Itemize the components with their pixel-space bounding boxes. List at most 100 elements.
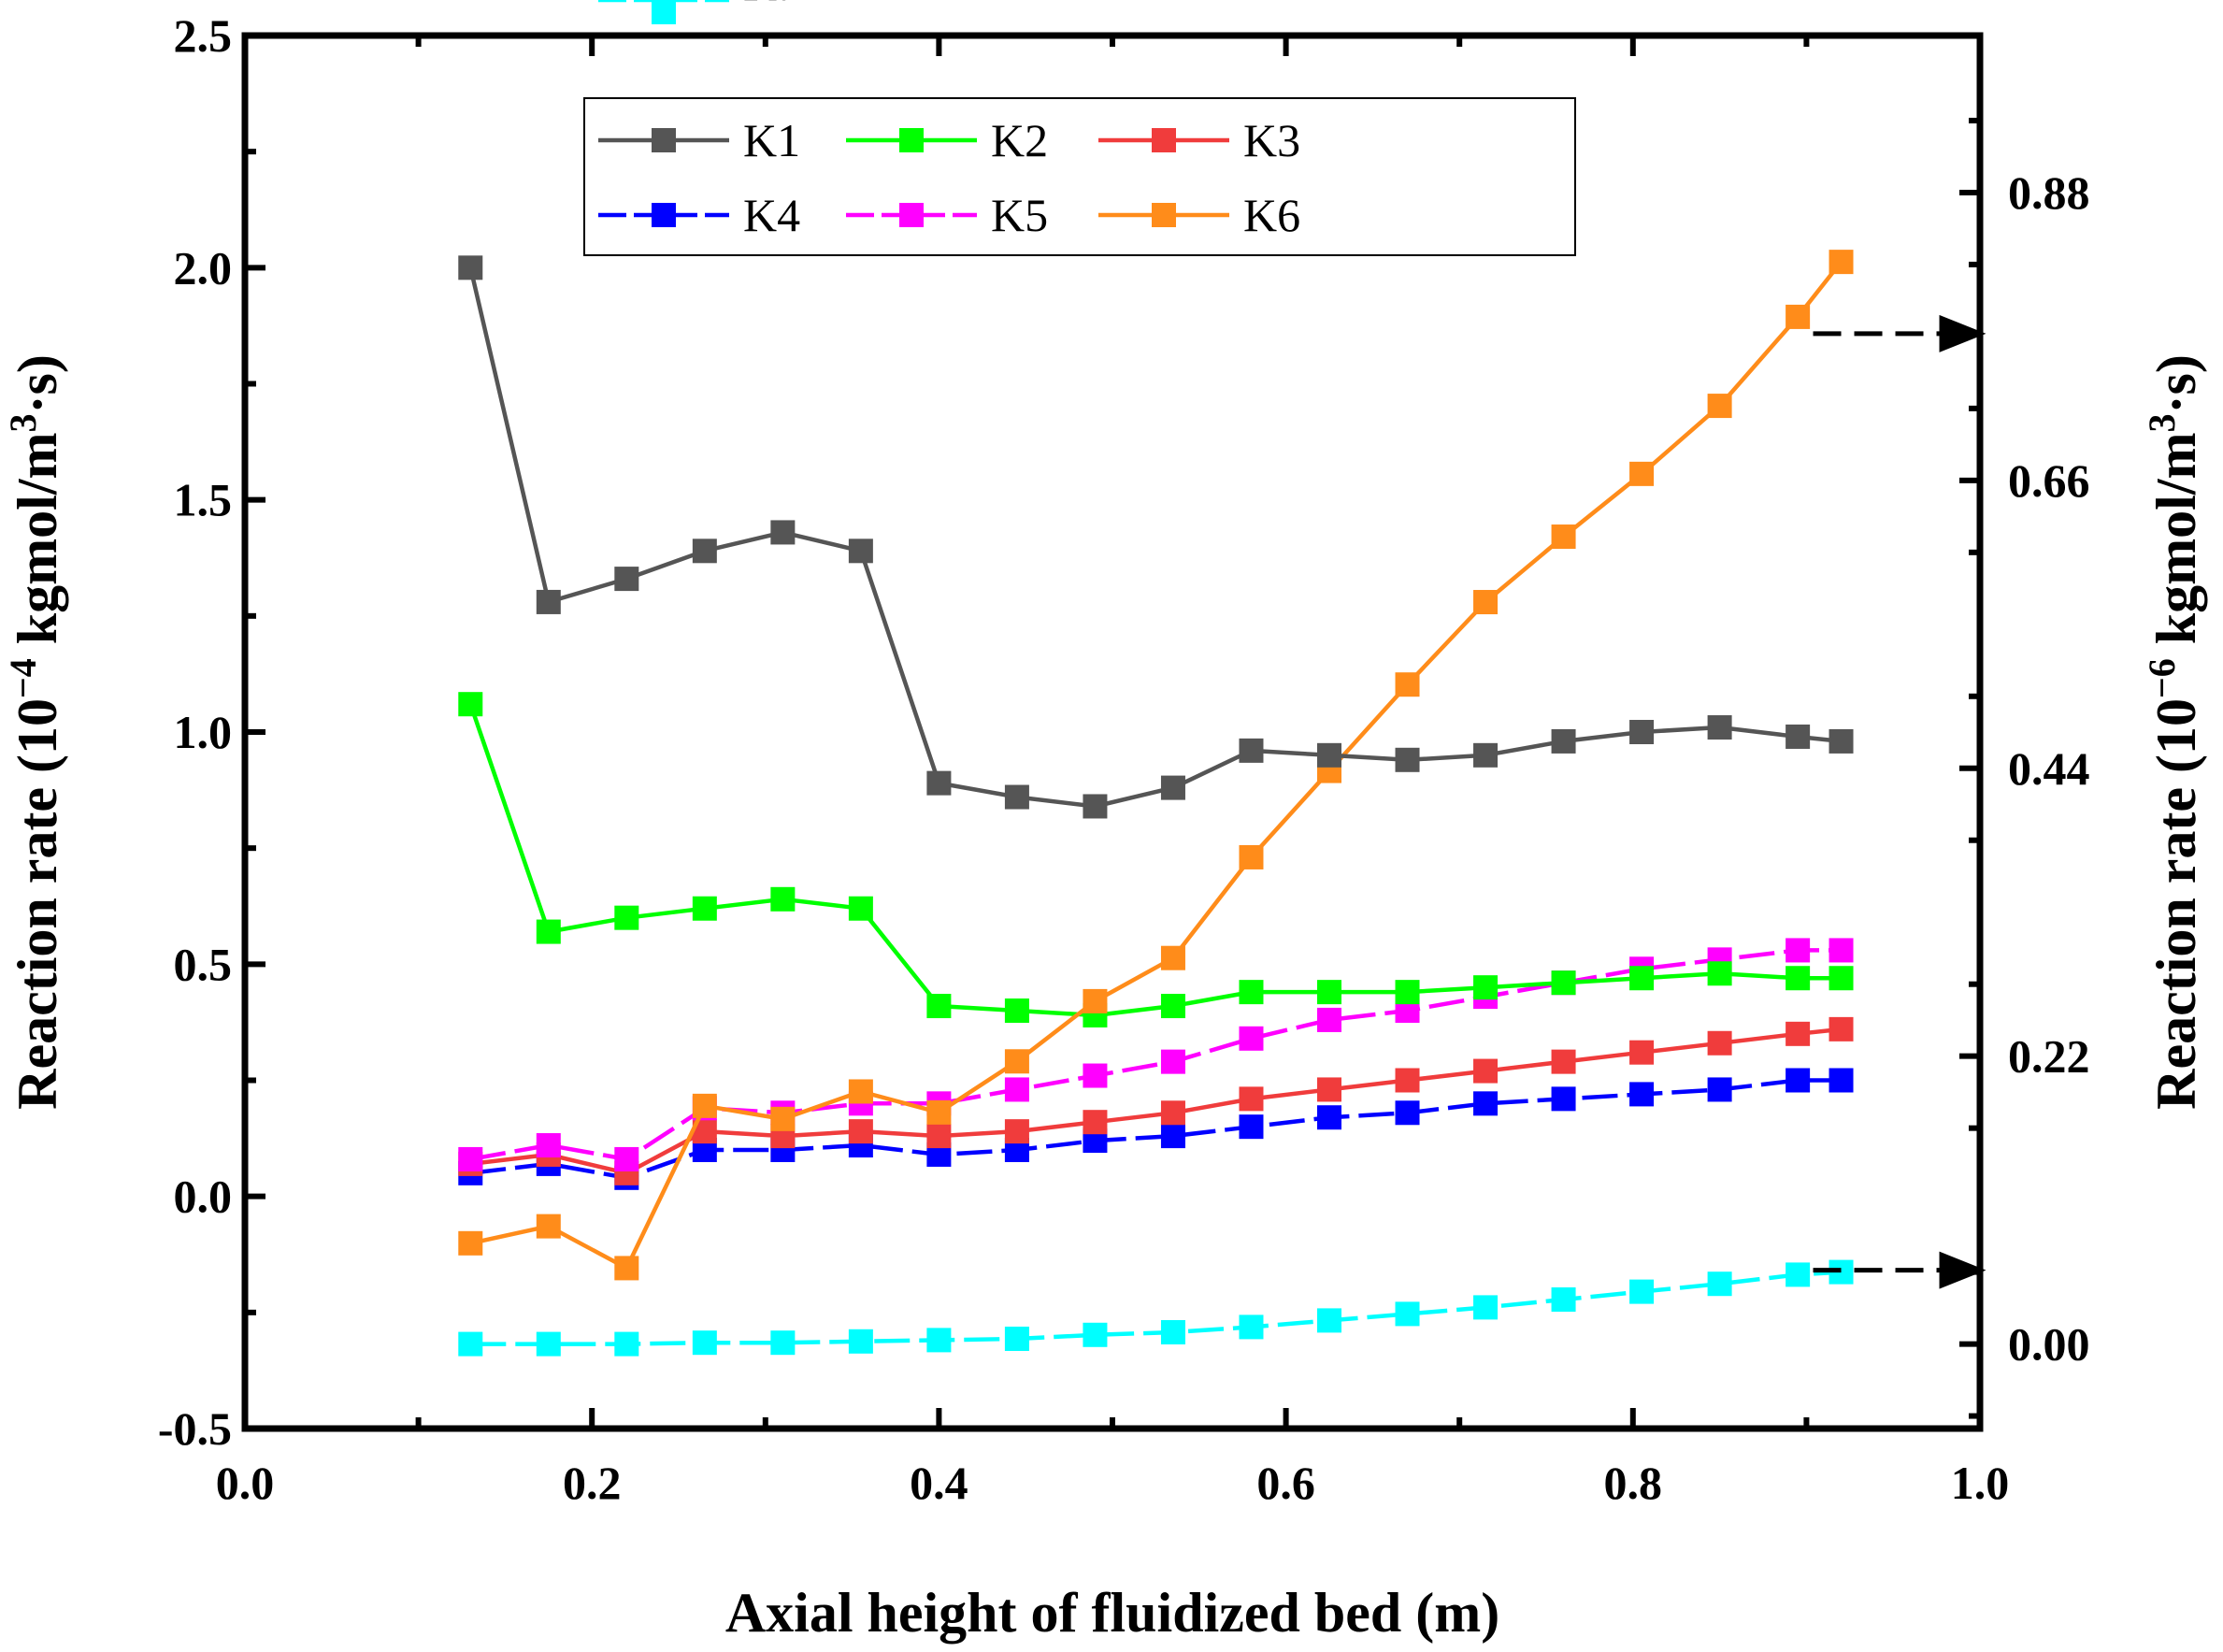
data-point-k1 (1239, 738, 1264, 763)
data-point-k3 (1707, 1030, 1732, 1056)
data-point-k1 (692, 539, 717, 564)
data-point-k7 (770, 1330, 796, 1356)
data-point-k3 (848, 1119, 873, 1144)
data-point-k2 (1004, 998, 1029, 1023)
data-point-k6 (614, 1256, 639, 1281)
data-point-k6 (1829, 250, 1854, 275)
right-y-title-prefix: Reaction rate (10 (2145, 698, 2207, 1110)
data-point-k5 (1239, 1026, 1264, 1051)
legend-label-k3: K3 (1243, 114, 1300, 166)
data-point-k6 (1160, 945, 1185, 970)
left-y-tick-label: 1.5 (174, 474, 233, 526)
data-point-k7 (1707, 1271, 1732, 1297)
data-point-k6 (1551, 524, 1576, 550)
data-point-k7 (536, 1331, 561, 1357)
data-point-k7 (1395, 1301, 1420, 1327)
data-point-k4 (1160, 1124, 1185, 1149)
x-tick-label: 0.4 (910, 1457, 968, 1509)
data-point-k2 (848, 896, 873, 921)
left-y-title-unit: kgmol/m (7, 433, 68, 659)
legend-marker-k2 (899, 128, 924, 152)
data-point-k4 (1629, 1082, 1655, 1107)
legend-label-k6: K6 (1243, 189, 1300, 241)
left-y-title-exponent-2: 3 (2, 414, 44, 433)
data-point-k1 (1083, 794, 1108, 819)
data-point-k3 (1317, 1077, 1341, 1102)
left-y-tick-label: 2.5 (174, 9, 233, 62)
data-point-k6 (1707, 394, 1732, 419)
data-point-k1 (1004, 784, 1029, 810)
data-point-k2 (1395, 980, 1420, 1005)
legend-marker-k7 (652, 0, 676, 24)
data-point-k5 (1083, 1063, 1108, 1088)
left-y-tick-label: 0.5 (174, 938, 233, 990)
data-point-k2 (1239, 980, 1264, 1005)
data-point-k6 (1473, 590, 1499, 615)
series-k6 (458, 250, 1854, 1281)
right-y-title-exponent-2: 3 (2141, 414, 2183, 433)
data-point-k6 (770, 1106, 796, 1131)
data-point-k3 (1083, 1110, 1108, 1135)
data-point-k2 (536, 919, 561, 944)
data-point-k6 (1786, 304, 1811, 329)
data-point-k1 (1707, 715, 1732, 740)
data-point-k6 (848, 1079, 873, 1104)
right-y-title-suffix: ·s) (2145, 354, 2207, 413)
data-point-k6 (1004, 1049, 1029, 1074)
left-y-axis-title: Reaction rate (10−4 kgmol/m3·s) (2, 354, 68, 1110)
data-point-k1 (1629, 720, 1655, 744)
legend-label-k1: K1 (743, 114, 800, 166)
left-y-tick-label: 2.0 (174, 241, 233, 294)
data-point-k4 (1551, 1086, 1576, 1112)
data-point-k1 (536, 589, 561, 614)
data-point-k6 (692, 1093, 717, 1118)
data-point-k7 (1551, 1287, 1576, 1313)
data-point-k2 (1629, 966, 1655, 991)
legend: K1 K2 K3 K4 K5 K6 K7 (583, 0, 1576, 256)
data-point-k1 (1829, 728, 1854, 754)
data-point-k2 (614, 905, 639, 930)
data-point-k3 (1160, 1100, 1185, 1126)
data-point-k7 (1473, 1295, 1499, 1320)
data-point-k4 (1786, 1068, 1811, 1093)
data-point-k2 (1317, 980, 1341, 1005)
data-point-k1 (848, 539, 873, 564)
data-point-k7 (1160, 1319, 1185, 1344)
data-point-k3 (926, 1124, 952, 1149)
data-point-k2 (1551, 970, 1576, 996)
data-point-k4 (1317, 1105, 1341, 1130)
legend-box (583, 97, 1576, 256)
x-axis-title: Axial height of fluidized bed (m) (725, 1582, 1499, 1644)
data-point-k3 (1829, 1016, 1854, 1041)
data-point-k5 (458, 1146, 483, 1171)
data-point-k7 (1317, 1308, 1341, 1333)
right-y-axis-title: Reaction rate (10−6 kgmol/m3·s) (2141, 354, 2207, 1110)
right-y-title-unit: kgmol/m (2145, 433, 2207, 659)
legend-label-k2: K2 (991, 114, 1048, 166)
left-y-title-suffix: ·s) (7, 354, 68, 413)
data-point-k6 (1083, 988, 1108, 1013)
x-tick-label: 1.0 (1951, 1457, 2010, 1509)
data-point-k1 (1317, 742, 1341, 768)
data-point-k2 (770, 886, 796, 912)
data-point-k5 (536, 1133, 561, 1158)
data-point-k6 (536, 1214, 561, 1239)
data-point-k7 (614, 1331, 639, 1357)
data-point-k6 (458, 1230, 483, 1256)
left-y-tick-label: 0.0 (174, 1171, 233, 1223)
left-y-title-exponent: −4 (2, 658, 44, 698)
series-line-k6 (469, 260, 1843, 1271)
annotations (1813, 314, 1986, 1289)
data-point-k5 (614, 1146, 639, 1171)
data-point-k4 (1395, 1100, 1420, 1126)
data-point-k2 (1473, 975, 1499, 1000)
data-point-k5 (1317, 1007, 1341, 1032)
data-point-k7 (848, 1329, 873, 1354)
data-point-k3 (1551, 1049, 1576, 1074)
x-tick-label: 0.2 (563, 1457, 622, 1509)
data-point-k6 (1629, 461, 1655, 486)
data-point-k1 (458, 255, 483, 280)
series-k7 (458, 1259, 1854, 1357)
right-y-tick-label: 0.66 (2008, 454, 2090, 507)
